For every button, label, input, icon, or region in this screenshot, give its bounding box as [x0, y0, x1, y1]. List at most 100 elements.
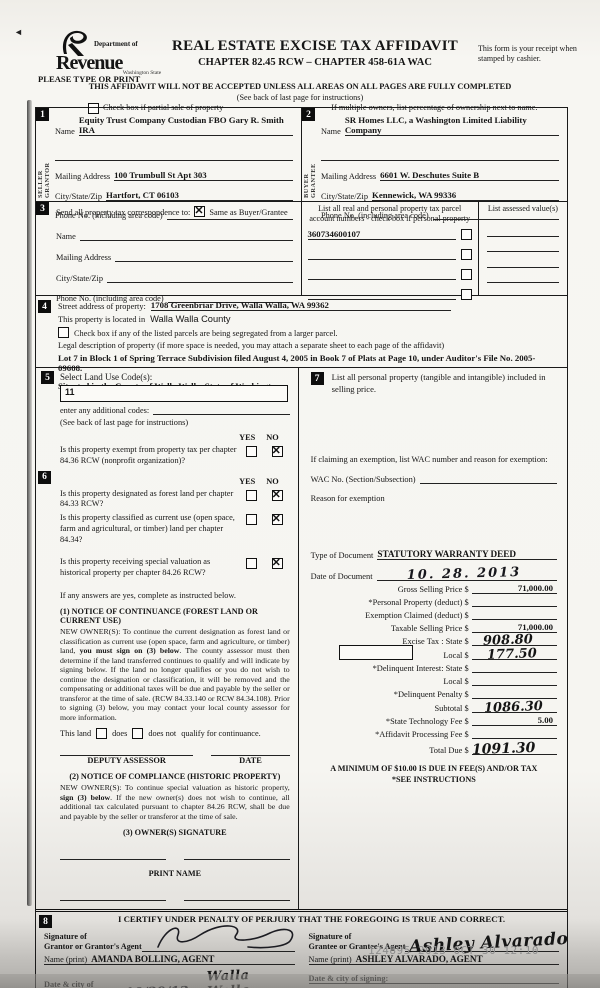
print-name-line-2[interactable]	[183, 900, 290, 902]
receipt-note: This form is your receipt when stamped b…	[478, 44, 577, 63]
grantor-sig-of: Signature of	[44, 931, 87, 941]
assessed-line-1[interactable]	[486, 221, 559, 237]
delinquent-interest-state-line[interactable]	[471, 672, 557, 674]
scan-artifact-arrow: ◄	[14, 27, 23, 37]
parcel-3-personal-checkbox[interactable]	[460, 268, 472, 280]
date-of-document-value: 10. 28. 2013	[406, 565, 521, 584]
type-of-document-value: STATUTORY WARRANTY DEED	[377, 549, 517, 560]
buyer-phone-line[interactable]	[432, 209, 559, 220]
owner-signature-line-2[interactable]	[183, 859, 290, 861]
section-classification: 6 YES NO Is this property designated as f…	[36, 470, 298, 902]
segregated-checkbox[interactable]	[58, 327, 69, 338]
historic-yes-checkbox[interactable]	[245, 558, 257, 570]
grantor-agent-label: Grantor or Grantor's Agent	[44, 941, 142, 951]
date-caption: DATE	[239, 756, 262, 766]
assessor-date-line[interactable]	[211, 755, 290, 757]
historic-question: Is this property receiving special valua…	[60, 557, 211, 578]
corr-phone-label: Phone No. (including area code)	[56, 294, 164, 303]
seller-city-value: Hartfort, CT 06103	[106, 190, 179, 200]
land-does-checkbox[interactable]	[96, 728, 108, 740]
section-2-badge: 2	[302, 108, 315, 121]
corr-city-line[interactable]	[107, 272, 293, 283]
corr-phone-line[interactable]	[167, 292, 293, 303]
exempt-no-checkbox[interactable]	[271, 444, 283, 457]
s6-yes-header: YES	[239, 476, 256, 486]
land-use-title: Select Land Use Code(s):	[60, 372, 153, 382]
buyer-grantee-side-label: BUYER GRANTEE	[303, 163, 317, 198]
personal-property-deduct-line[interactable]	[471, 605, 557, 607]
exemption-claimed-line[interactable]	[471, 618, 557, 620]
buyer-mailing-label: Mailing Address	[321, 172, 377, 181]
located-in-value: Walla Walla County	[150, 314, 231, 324]
corr-name-line[interactable]	[79, 230, 293, 241]
deputy-assessor-line[interactable]	[60, 755, 194, 757]
grantee-signature-line[interactable]: Ashley Alvarado	[405, 925, 569, 957]
parcel-2-line[interactable]	[307, 249, 456, 260]
s5-yes-header: YES	[239, 433, 256, 442]
seller-phone-label: Phone No. (including area code)	[55, 211, 163, 220]
see-back-instructions: (See back of last page for instructions)	[236, 93, 364, 102]
buyer-name-value: SR Homes LLC, a Washington Limited Liabi…	[344, 115, 527, 135]
assessed-line-4[interactable]	[486, 268, 559, 283]
same-as-buyer-checkbox[interactable]	[194, 204, 206, 217]
any-yes-note: If any answers are yes, complete as inst…	[60, 591, 236, 601]
parcel-3-line[interactable]	[307, 269, 456, 280]
owner-signature-line-1[interactable]	[60, 859, 166, 861]
section-seller: 1 SELLER GRANTOR Name Equity Trust Compan…	[36, 108, 302, 220]
local-code-box[interactable]	[338, 645, 413, 661]
notice-continuance-body: NEW OWNER(S): To continue the current de…	[60, 627, 290, 722]
assessed-line-2[interactable]	[486, 237, 559, 252]
land-use-code-input[interactable]: 11	[60, 385, 288, 402]
buyer-mailing-value: 6601 W. Deschutes Suite B	[380, 170, 480, 180]
gross-selling-price-label: Gross Selling Price $	[397, 585, 469, 595]
section-buyer: 2 BUYER GRANTEE Name SR Homes LLC, a Wash…	[302, 108, 567, 220]
print-name-title: PRINT NAME	[148, 869, 202, 879]
seller-phone-line[interactable]	[166, 209, 293, 220]
reason-exemption-label: Reason for exemption	[310, 494, 385, 504]
qualify-label: qualify for continuance.	[181, 729, 261, 739]
forest-yes-checkbox[interactable]	[245, 489, 257, 501]
parcel-4-line[interactable]	[307, 289, 456, 300]
revenue-swoosh-icon	[62, 30, 87, 56]
assessed-line-3[interactable]	[486, 252, 559, 268]
print-name-line-1[interactable]	[60, 900, 166, 902]
current-use-no-checkbox[interactable]	[271, 512, 283, 526]
excise-tax-local-label: Local $	[443, 651, 469, 661]
s6-no-header: NO	[266, 476, 279, 486]
land-does-not-checkbox[interactable]	[132, 728, 144, 740]
forest-no-checkbox[interactable]	[271, 488, 283, 501]
located-in-label: This property is located in	[58, 315, 146, 324]
historic-no-checkbox[interactable]	[271, 556, 283, 570]
buyer-city-value: Kennewick, WA 99336	[372, 190, 457, 200]
taxable-selling-price-label: Taxable Selling Price $	[390, 623, 469, 633]
seller-name-extra-line[interactable]	[55, 150, 293, 161]
seller-mailing-value: 100 Trumbull St Apt 303	[114, 170, 207, 180]
affidavit-form: 1 SELLER GRANTOR Name Equity Trust Compan…	[35, 107, 569, 988]
current-use-yes-checkbox[interactable]	[245, 514, 257, 526]
corr-city-label: City/State/Zip	[56, 274, 104, 283]
parcel-1-personal-checkbox[interactable]	[460, 228, 472, 240]
section-7-badge: 7	[310, 372, 324, 385]
assessed-values-header: List assessed value(s)	[487, 204, 558, 213]
exempt-yes-checkbox[interactable]	[245, 446, 257, 457]
corr-mailing-line[interactable]	[115, 251, 293, 262]
grantor-signature-line[interactable]	[141, 925, 295, 953]
affidavit-fee-line[interactable]	[471, 738, 557, 740]
section-4-badge: 4	[38, 300, 51, 313]
please-type-or-print: PLEASE TYPE OR PRINT	[38, 74, 141, 84]
personal-property-deduct-label: *Personal Property (deduct) $	[368, 597, 469, 607]
delinquent-interest-local-line[interactable]	[471, 684, 557, 686]
parcel-4-personal-checkbox[interactable]	[460, 288, 472, 300]
grantor-signature	[156, 925, 294, 949]
legal-description-label: Legal description of property (if more s…	[58, 341, 445, 350]
additional-codes-line[interactable]	[153, 404, 290, 415]
buyer-name-extra-line[interactable]	[321, 150, 559, 161]
partial-sale-checkbox[interactable]	[88, 103, 99, 114]
buyer-phone-label: Phone No. (including area code)	[321, 211, 429, 220]
corr-name-label: Name	[56, 232, 76, 241]
wac-line[interactable]	[419, 473, 557, 485]
wac-label: WAC No. (Section/Subsection)	[310, 475, 416, 485]
delinquent-penalty-line[interactable]	[471, 697, 557, 699]
parcel-2-personal-checkbox[interactable]	[460, 248, 472, 260]
see-back-label: (See back of last page for instructions)	[60, 418, 189, 427]
